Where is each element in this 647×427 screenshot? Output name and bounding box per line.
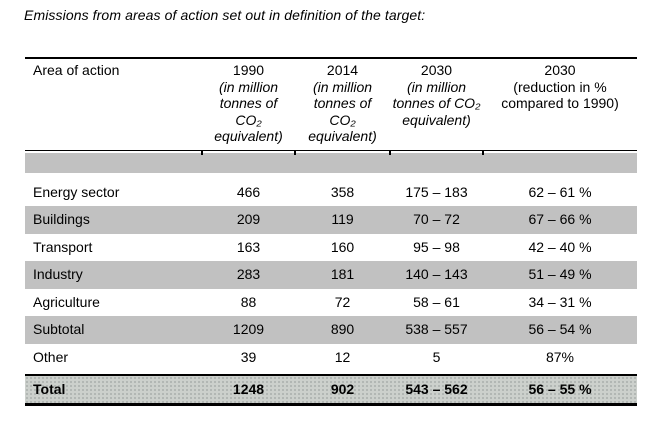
header-subtitle-line: (in million <box>406 78 467 95</box>
cell-reduction: 34 – 31 % <box>528 293 592 310</box>
cell-2030: 95 – 98 <box>413 238 460 255</box>
header-subtitle-line: (in million <box>312 78 373 95</box>
cell-2014: 160 <box>330 238 355 255</box>
cell-1990: 283 <box>236 266 261 282</box>
header-subtitle-line: equivalent) <box>308 128 377 144</box>
cell-reduction-total: 56 – 55 % <box>528 381 592 397</box>
header-year-2014: 2014 <box>326 62 359 78</box>
cell-reduction: 67 – 66 % <box>528 211 592 227</box>
cell-2014: 358 <box>330 183 355 200</box>
emissions-table: Area of action 1990 (in million tonnes o… <box>25 57 637 406</box>
header-year-2030: 2030 <box>420 62 453 78</box>
column-divider-tick <box>294 150 296 155</box>
cell-2030: 58 – 61 <box>413 293 460 310</box>
cell-1990: 466 <box>236 183 261 200</box>
header-subtitle-line: equivalent) <box>402 111 471 128</box>
cell-2014: 119 <box>331 211 354 227</box>
header-subtitle-line: tonnes of <box>313 95 372 111</box>
cell-reduction: 51 – 49 % <box>528 266 592 282</box>
cell-area: Energy sector <box>33 183 120 200</box>
table-row-energy-sector: Energy sector 466 358 175 – 183 62 – 61 … <box>25 179 637 207</box>
cell-area: Other <box>33 348 69 365</box>
header-subtitle-line: compared to 1990) <box>501 95 619 111</box>
cell-2030: 538 – 557 <box>405 321 468 337</box>
table-row-industry: Industry 283 181 140 – 143 51 – 49 % <box>25 261 637 289</box>
cell-reduction: 42 – 40 % <box>528 238 592 255</box>
table-header-row: Area of action 1990 (in million tonnes o… <box>25 57 637 151</box>
cell-2030: 140 – 143 <box>405 266 468 282</box>
table-row-subtotal: Subtotal 1209 890 538 – 557 56 – 54 % <box>25 316 637 344</box>
header-subtitle-line: CO₂ <box>235 111 262 128</box>
cell-1990: 209 <box>236 211 261 227</box>
table-row-agriculture: Agriculture 88 72 58 – 61 34 – 31 % <box>25 289 637 317</box>
cell-area: Subtotal <box>33 321 85 337</box>
column-divider-tick <box>482 150 484 155</box>
cell-area: Transport <box>33 238 93 255</box>
header-subtitle-line: (in million <box>218 78 279 95</box>
header-subtitle-line: equivalent) <box>214 128 283 144</box>
cell-reduction: 87% <box>545 348 575 365</box>
cell-2014-total: 902 <box>330 381 355 397</box>
cell-area: Agriculture <box>33 293 100 310</box>
cell-1990: 39 <box>240 348 257 365</box>
table-row-other: Other 39 12 5 87% <box>25 344 637 372</box>
cell-1990: 1209 <box>232 321 265 337</box>
cell-area: Industry <box>33 266 83 282</box>
header-subtitle-line: (reduction in % <box>513 78 607 95</box>
table-row-buildings: Buildings 209 119 70 – 72 67 – 66 % <box>25 206 637 234</box>
column-divider-tick <box>201 150 203 155</box>
header-subtitle-line: CO₂ <box>329 111 356 128</box>
cell-area-total: Total <box>33 381 66 397</box>
cell-2030: 175 – 183 <box>405 183 468 200</box>
cell-2014: 12 <box>334 348 351 365</box>
col-header-2030-absolute: 2030 (in million tonnes of CO₂ equivalen… <box>390 62 483 145</box>
cell-1990: 88 <box>240 293 257 310</box>
cell-2014: 890 <box>330 321 355 337</box>
col-header-2014: 2014 (in million tonnes of CO₂ equivalen… <box>295 62 390 145</box>
cell-reduction: 56 – 54 % <box>528 321 592 337</box>
cell-2030-total: 543 – 562 <box>405 381 468 397</box>
table-row-transport: Transport 163 160 95 – 98 42 – 40 % <box>25 234 637 262</box>
col-header-2030-reduction: 2030 (reduction in % compared to 1990) <box>483 62 637 145</box>
header-subtitle-line: tonnes of CO₂ <box>392 95 481 111</box>
cell-2014: 181 <box>330 266 355 282</box>
cell-reduction: 62 – 61 % <box>528 183 592 200</box>
col-header-1990: 1990 (in million tonnes of CO₂ equivalen… <box>202 62 295 145</box>
header-spacer-band <box>25 150 637 173</box>
cell-2014: 72 <box>334 293 351 310</box>
header-subtitle-line: tonnes of <box>219 95 278 111</box>
column-divider-tick <box>389 150 391 155</box>
col-header-area: Area of action <box>33 62 120 78</box>
cell-2030: 70 – 72 <box>413 211 460 227</box>
document-title: Emissions from areas of action set out i… <box>24 7 426 23</box>
cell-1990: 163 <box>236 238 261 255</box>
cell-2030: 5 <box>432 348 441 365</box>
header-year-1990: 1990 <box>232 62 265 78</box>
cell-area: Buildings <box>33 211 90 227</box>
table-row-total: Total 1248 902 543 – 562 56 – 55 % <box>25 374 637 406</box>
cell-1990-total: 1248 <box>232 381 265 397</box>
header-year-2030-reduction: 2030 <box>544 62 576 78</box>
